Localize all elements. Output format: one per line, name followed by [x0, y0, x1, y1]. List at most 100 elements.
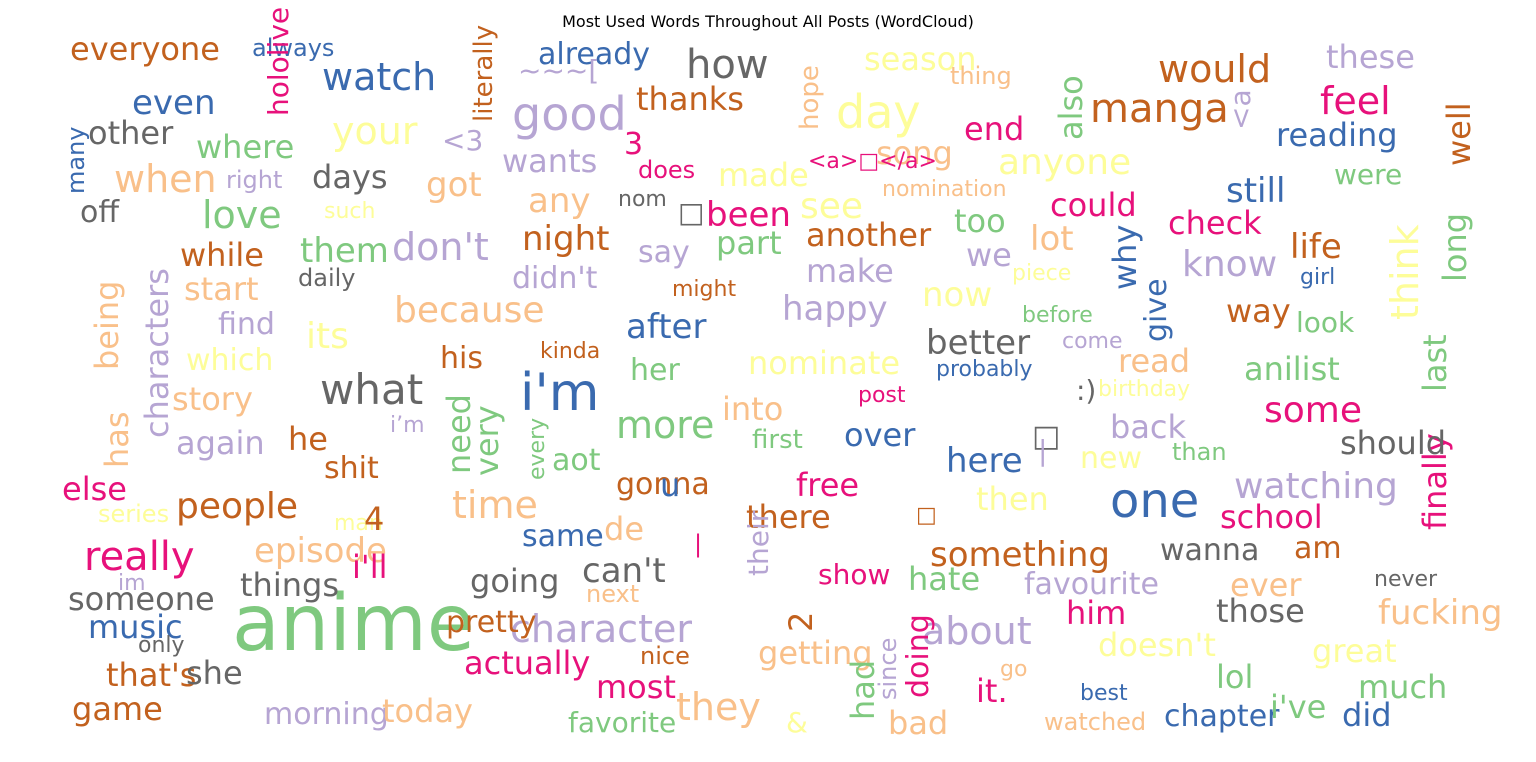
word-35: these: [1326, 38, 1415, 76]
word-59: nomination: [882, 177, 1007, 202]
word-32: even: [132, 83, 216, 123]
word-70: we: [966, 236, 1012, 274]
word-170: it.: [976, 672, 1008, 710]
word-57: could: [1050, 186, 1137, 224]
word-45: got: [426, 165, 482, 205]
word-33: already: [538, 37, 650, 72]
word-25: your: [332, 109, 418, 153]
word-44: made: [718, 156, 809, 194]
word-164: actually: [464, 644, 590, 682]
word-172: game: [72, 690, 163, 728]
word-67: why: [1106, 225, 1144, 290]
word-113: back: [1110, 408, 1187, 446]
word-189: 3: [624, 127, 643, 162]
word-13: don't: [392, 225, 489, 269]
word-141: wanna: [1160, 533, 1259, 568]
word-123: u: [660, 466, 680, 504]
word-188: <3: [442, 124, 483, 157]
word-91: kinda: [540, 339, 600, 364]
word-93: come: [1062, 329, 1123, 354]
word-148: ever: [1230, 566, 1302, 604]
word-142: am: [1294, 531, 1342, 566]
word-179: i've: [1270, 688, 1326, 726]
word-138: 2: [782, 612, 820, 632]
word-115: shit: [324, 451, 379, 486]
word-157: getting: [758, 634, 873, 672]
word-146: next: [586, 580, 639, 608]
word-63: night: [522, 219, 609, 259]
word-49: were: [1334, 158, 1402, 191]
word-24: watching: [1234, 466, 1398, 507]
word-191: ~~~[: [518, 54, 599, 87]
word-102: birthday: [1098, 377, 1190, 402]
word-5: really: [84, 534, 195, 580]
word-128: 4: [364, 500, 384, 538]
word-2: one: [1110, 473, 1199, 529]
word-11: time: [452, 483, 538, 527]
word-133: episode: [254, 531, 387, 571]
chart-title: Most Used Words Throughout All Posts (Wo…: [562, 12, 974, 31]
word-194: □: [1032, 419, 1060, 454]
word-180: did: [1342, 696, 1392, 734]
word-42: wants: [502, 142, 597, 180]
word-145: things: [240, 566, 339, 604]
word-84: happy: [782, 289, 888, 329]
word-112: over: [844, 416, 916, 454]
word-160: doesn't: [1098, 626, 1216, 664]
word-36: season: [864, 40, 977, 78]
word-109: very: [468, 405, 506, 476]
word-27: think: [1383, 224, 1427, 320]
word-98: read: [1118, 342, 1190, 380]
word-156: nice: [640, 642, 690, 670]
word-66: lot: [1030, 219, 1074, 259]
word-62: them: [300, 231, 389, 271]
word-187: <a: [1224, 89, 1257, 130]
word-54: been: [706, 195, 791, 235]
word-197: |: [1038, 434, 1047, 467]
word-140: hate: [908, 560, 980, 598]
word-26: anyone: [998, 142, 1131, 183]
word-151: pretty: [446, 605, 536, 640]
word-78: girl: [1300, 265, 1335, 290]
word-64: part: [716, 224, 782, 262]
word-106: he: [288, 420, 328, 458]
word-14: character: [510, 607, 692, 651]
word-3: day: [836, 85, 921, 139]
word-18: feel: [1320, 79, 1391, 123]
word-99: anilist: [1244, 350, 1340, 388]
word-81: find: [218, 307, 275, 342]
word-75: make: [806, 252, 894, 290]
word-77: give: [1139, 278, 1174, 342]
word-87: characters: [138, 268, 176, 438]
word-43: song: [876, 134, 953, 172]
word-153: those: [1216, 592, 1305, 630]
word-88: being: [88, 281, 126, 370]
word-60: such: [324, 199, 375, 224]
word-101: post: [858, 383, 906, 408]
word-132: school: [1220, 498, 1323, 536]
word-23: more: [616, 403, 714, 447]
word-50: long: [1436, 213, 1474, 282]
word-95: her: [630, 353, 680, 388]
word-48: does: [638, 156, 695, 184]
word-182: literally: [469, 25, 499, 122]
word-161: great: [1312, 632, 1397, 670]
word-68: life: [1290, 227, 1342, 267]
word-174: today: [382, 692, 473, 730]
word-10: when: [114, 157, 217, 201]
word-129: same: [522, 519, 604, 554]
word-15: about: [922, 609, 1032, 653]
word-22: because: [394, 290, 545, 331]
word-28: everyone: [70, 30, 220, 68]
word-47: right: [226, 166, 282, 194]
word-96: nominate: [748, 344, 900, 382]
word-134: i'll: [352, 548, 387, 586]
word-155: only: [138, 633, 185, 658]
word-171: best: [1080, 681, 1128, 706]
word-108: need: [440, 394, 478, 474]
word-86: look: [1296, 306, 1355, 339]
word-143: someone: [68, 580, 215, 618]
word-131: there: [746, 498, 831, 536]
word-73: didn't: [512, 261, 598, 296]
word-125: then: [976, 480, 1049, 518]
